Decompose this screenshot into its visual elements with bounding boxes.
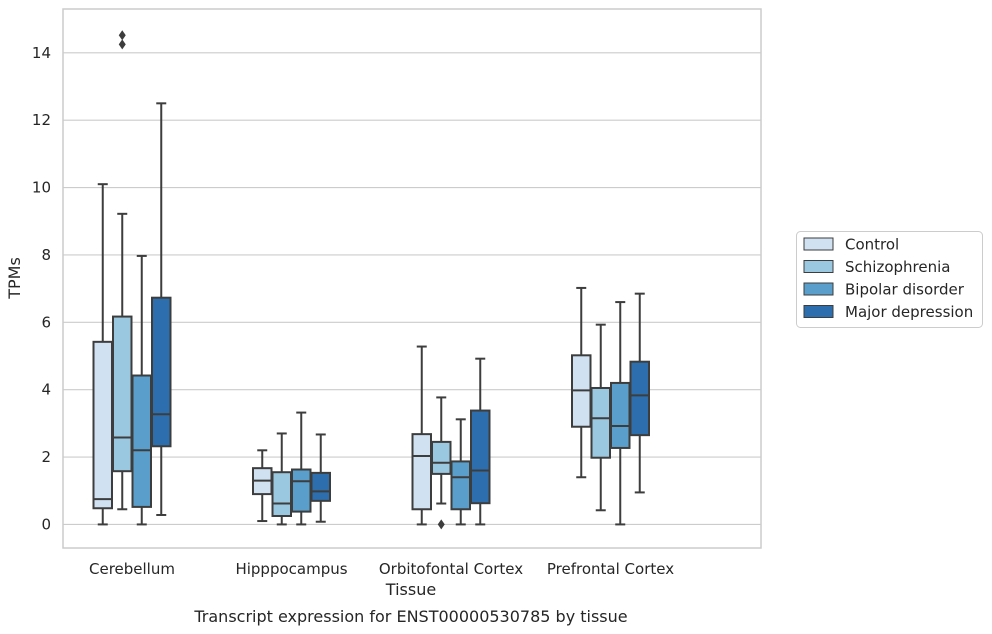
box-body xyxy=(310,471,331,502)
box-body xyxy=(112,315,133,473)
x-axis-ticks: Cerebellum Hipppocampus Orbitofontal Corte… xyxy=(89,560,674,578)
legend-swatch xyxy=(803,237,834,251)
box-major-depression xyxy=(629,292,650,494)
box-body xyxy=(411,433,432,511)
x-tick-label: Hipppocampus xyxy=(235,560,347,578)
box-schizophrenia xyxy=(112,30,133,511)
legend-swatch xyxy=(803,282,834,296)
legend-label: Schizophrenia xyxy=(845,258,950,276)
plot-series xyxy=(92,30,650,530)
box-schizophrenia xyxy=(431,396,452,530)
legend-label: Major depression xyxy=(845,303,973,321)
box-body xyxy=(131,374,152,508)
chart-caption: Transcript expression for ENST0000053078… xyxy=(193,607,627,626)
box-schizophrenia xyxy=(590,323,611,512)
box-body xyxy=(629,360,650,437)
box-control xyxy=(571,286,592,479)
grid-lines xyxy=(63,52,761,526)
legend-label: Control xyxy=(845,236,899,254)
y-tick-label: 10 xyxy=(32,179,51,197)
y-tick-label: 12 xyxy=(32,111,51,129)
y-tick-label: 14 xyxy=(32,44,51,62)
y-tick-label: 6 xyxy=(41,313,51,331)
box-body xyxy=(450,460,471,511)
legend-label: Bipolar disorder xyxy=(845,281,965,299)
box-major-depression xyxy=(470,357,491,526)
box-body xyxy=(92,340,113,510)
box-schizophrenia xyxy=(271,432,292,526)
box-body xyxy=(151,296,172,448)
x-tick-label: Orbitofontal Cortex xyxy=(379,560,523,578)
box-body xyxy=(291,468,312,513)
x-axis-label: Tissue xyxy=(385,580,436,599)
box-major-depression xyxy=(151,102,172,516)
box-control xyxy=(252,449,273,523)
plot-frame xyxy=(62,8,762,549)
box-bipolar-disorder xyxy=(450,418,471,526)
outlier-marker xyxy=(437,519,445,530)
legend-swatch xyxy=(803,260,834,273)
y-tick-label: 8 xyxy=(41,246,51,264)
box-body xyxy=(470,409,491,505)
x-tick-label: Cerebellum xyxy=(89,560,175,578)
outlier-marker xyxy=(118,39,126,50)
legend-frame xyxy=(796,231,983,328)
y-tick-label: 2 xyxy=(41,448,51,466)
y-axis-label: TPMs xyxy=(5,257,24,300)
box-control xyxy=(411,345,432,526)
box-bipolar-disorder xyxy=(610,301,631,526)
outlier-marker xyxy=(118,30,126,41)
box-body xyxy=(610,381,631,449)
y-axis-ticks: 0 2 4 6 8 10 12 14 xyxy=(32,44,51,534)
y-tick-label: 0 xyxy=(41,515,51,533)
box-body xyxy=(590,386,611,459)
box-bipolar-disorder xyxy=(291,411,312,526)
box-body xyxy=(271,471,292,517)
box-major-depression xyxy=(310,433,331,523)
box-body xyxy=(431,440,452,475)
x-tick-label: Prefrontal Cortex xyxy=(547,560,674,578)
y-tick-label: 4 xyxy=(41,381,51,399)
box-control xyxy=(92,183,113,526)
legend: Control Schizophrenia Bipolar disorder Majo… xyxy=(796,231,983,328)
box-bipolar-disorder xyxy=(131,254,152,526)
legend-swatch xyxy=(803,305,834,318)
